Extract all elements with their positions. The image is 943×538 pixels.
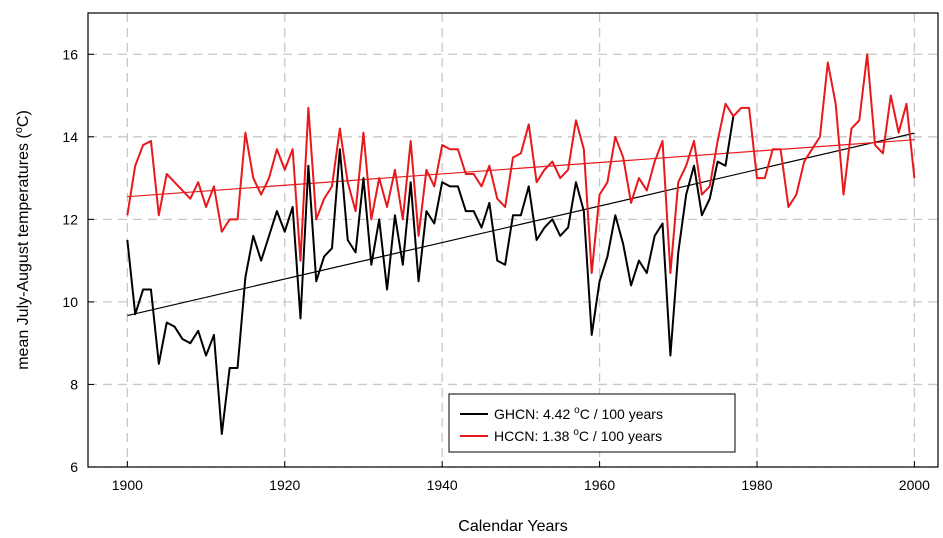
legend-label-ghcn-main: GHCN: 4.42 [494,406,574,422]
y-axis-title-tail: C) [15,110,32,127]
legend-label-hccn: HCCN: 1.38 oC / 100 years [494,427,662,444]
plot-area-frame [87,12,939,468]
series-line-hccn [126,53,916,275]
legend-box [448,393,736,453]
trend-line-hccn [127,139,915,198]
x-tick-label: 1900 [112,477,143,493]
legend: GHCN: 4.42 oC / 100 years HCCN: 1.38 oC … [448,393,736,453]
y-tick-label: 12 [62,211,78,227]
x-axis-title: Calendar Years [458,518,567,535]
y-axis-title: mean July-August temperatures (oC) [13,110,32,370]
series-line-ghcn [126,116,735,435]
legend-label-hccn-main: HCCN: 1.38 [494,428,573,444]
y-tick-label: 6 [70,459,78,475]
x-tick-label: 1980 [741,477,772,493]
legend-label-ghcn-sup: o [574,405,580,416]
legend-label-ghcn-tail: C / 100 years [580,406,663,422]
series-lines [126,53,916,435]
y-axis-title-sup: o [13,127,25,133]
x-tick-label: 1920 [269,477,300,493]
y-tick-label: 16 [62,46,78,62]
legend-label-hccn-tail: C / 100 years [579,428,662,444]
legend-label-hccn-sup: o [573,427,579,438]
y-tick-label: 8 [70,376,78,392]
x-tick-label: 2000 [899,477,930,493]
axis-ticks: 1900 1920 1940 1960 1980 2000 6 8 10 12 14 16 [62,46,930,493]
x-tick-label: 1940 [427,477,458,493]
y-tick-label: 10 [62,294,78,310]
x-tick-label: 1960 [584,477,615,493]
legend-label-ghcn: GHCN: 4.42 oC / 100 years [494,405,663,422]
y-tick-label: 14 [62,129,78,145]
y-axis-title-main: mean July-August temperatures ( [15,133,32,370]
